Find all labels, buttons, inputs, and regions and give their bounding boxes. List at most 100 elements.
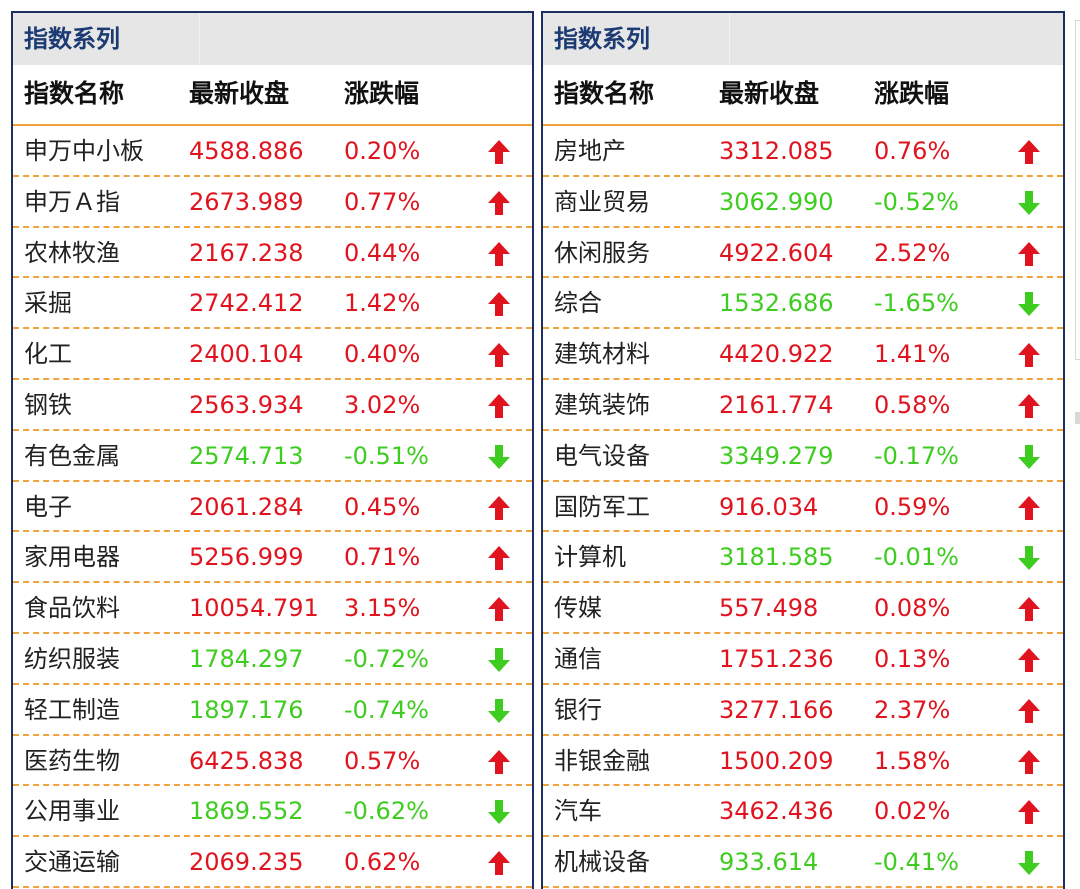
arrow-up-icon <box>487 596 511 622</box>
index-panel-right: 指数系列 指数名称 最新收盘 涨跌幅 房地产 3312.085 0.76% 商业贸易 3… <box>541 11 1065 889</box>
index-name: 申万Ａ指 <box>24 187 120 216</box>
table-row[interactable]: 食品饮料 10054.791 3.15% <box>13 583 532 634</box>
latest-close: 1751.236 <box>719 644 834 673</box>
table-row[interactable]: 电气设备 3349.279 -0.17% <box>543 431 1063 482</box>
latest-close: 3181.585 <box>719 543 834 572</box>
change-pct: 0.08% <box>874 594 951 623</box>
latest-close: 3277.166 <box>719 695 834 724</box>
index-name: 商业贸易 <box>554 187 650 216</box>
table-row[interactable]: 轻工制造 1897.176 -0.74% <box>13 685 532 736</box>
table-row[interactable]: 汽车 3462.436 0.02% <box>543 786 1063 838</box>
table-row[interactable]: 公用事业 1869.552 -0.62% <box>13 786 532 838</box>
index-name: 有色金属 <box>24 441 120 470</box>
header-change-pct: 涨跌幅 <box>344 79 420 108</box>
table-row[interactable]: 银行 3277.166 2.37% <box>543 685 1063 736</box>
change-pct: 0.58% <box>874 390 951 419</box>
index-name: 建筑材料 <box>554 340 650 369</box>
index-name: 休闲服务 <box>554 238 650 267</box>
change-pct: 3.15% <box>344 594 421 623</box>
index-name: 房地产 <box>554 137 626 165</box>
table-row[interactable]: 机械设备 933.614 -0.41% <box>543 837 1063 888</box>
table-row[interactable]: 商业贸易 3062.990 -0.52% <box>543 177 1063 228</box>
change-pct: -0.01% <box>874 543 959 572</box>
arrow-up-icon <box>1017 241 1041 267</box>
table-row[interactable]: 计算机 3181.585 -0.01% <box>543 532 1063 584</box>
change-pct: 3.02% <box>344 390 421 419</box>
change-pct: 0.45% <box>344 492 421 521</box>
arrow-down-icon <box>1017 850 1041 876</box>
panel-title-bar: 指数系列 <box>543 13 1063 65</box>
panel-title-bar: 指数系列 <box>13 13 532 65</box>
table-row[interactable]: 通信 1751.236 0.13% <box>543 634 1063 685</box>
change-pct: -0.62% <box>344 797 429 826</box>
table-row[interactable]: 房地产 3312.085 0.76% <box>543 126 1063 177</box>
latest-close: 557.498 <box>719 594 819 623</box>
header-change-pct: 涨跌幅 <box>874 79 950 108</box>
change-pct: -0.41% <box>874 848 959 877</box>
change-pct: 0.62% <box>344 848 421 877</box>
table-row[interactable]: 国防军工 916.034 0.59% <box>543 482 1063 533</box>
table-row[interactable]: 有色金属 2574.713 -0.51% <box>13 431 532 482</box>
index-panel-left: 指数系列 指数名称 最新收盘 涨跌幅 申万中小板 4588.886 0.20% 申万Ａ… <box>11 11 534 889</box>
latest-close: 2742.412 <box>189 289 304 318</box>
table-row[interactable]: 采掘 2742.412 1.42% <box>13 278 532 330</box>
index-name: 食品饮料 <box>24 594 120 623</box>
index-name: 化工 <box>24 340 72 369</box>
change-pct: 0.40% <box>344 340 421 369</box>
index-name: 机械设备 <box>554 848 650 877</box>
arrow-down-icon <box>487 444 511 470</box>
table-row[interactable]: 农林牧渔 2167.238 0.44% <box>13 228 532 279</box>
change-pct: -1.65% <box>874 289 959 318</box>
latest-close: 1784.297 <box>189 644 304 673</box>
table-row[interactable]: 综合 1532.686 -1.65% <box>543 278 1063 330</box>
table-row[interactable]: 化工 2400.104 0.40% <box>13 329 532 380</box>
arrow-up-icon <box>487 749 511 775</box>
index-name: 农林牧渔 <box>24 238 120 267</box>
index-name: 计算机 <box>554 543 626 572</box>
table-row[interactable]: 申万Ａ指 2673.989 0.77% <box>13 177 532 228</box>
index-name: 国防军工 <box>554 492 650 521</box>
arrow-up-icon <box>1017 393 1041 419</box>
table-row[interactable]: 非银金融 1500.209 1.58% <box>543 736 1063 787</box>
table-row[interactable]: 纺织服装 1784.297 -0.72% <box>13 634 532 685</box>
latest-close: 4588.886 <box>189 137 304 165</box>
latest-close: 2563.934 <box>189 390 304 419</box>
change-pct: -0.51% <box>344 441 429 470</box>
arrow-down-icon <box>1017 545 1041 571</box>
latest-close: 1897.176 <box>189 695 304 724</box>
change-pct: 1.42% <box>344 289 421 318</box>
panel-title: 指数系列 <box>24 25 120 53</box>
change-pct: 0.77% <box>344 187 421 216</box>
latest-close: 3312.085 <box>719 137 834 165</box>
latest-close: 1869.552 <box>189 797 304 826</box>
index-name: 钢铁 <box>24 390 72 419</box>
index-name: 建筑装饰 <box>554 390 650 419</box>
table-row[interactable]: 建筑材料 4420.922 1.41% <box>543 329 1063 380</box>
change-pct: 1.41% <box>874 340 951 369</box>
latest-close: 3462.436 <box>719 797 834 826</box>
table-row[interactable]: 电子 2061.284 0.45% <box>13 482 532 533</box>
table-header: 指数名称 最新收盘 涨跌幅 <box>13 65 532 126</box>
latest-close: 3062.990 <box>719 187 834 216</box>
adjacent-panel-mark <box>1075 412 1080 424</box>
table-row[interactable]: 家用电器 5256.999 0.71% <box>13 532 532 584</box>
change-pct: -0.52% <box>874 187 959 216</box>
latest-close: 10054.791 <box>189 594 319 623</box>
table-row[interactable]: 钢铁 2563.934 3.02% <box>13 380 532 431</box>
index-name: 非银金融 <box>554 746 650 775</box>
change-pct: 2.52% <box>874 238 951 267</box>
arrow-up-icon <box>1017 596 1041 622</box>
table-row[interactable]: 传媒 557.498 0.08% <box>543 583 1063 634</box>
change-pct: -0.74% <box>344 695 429 724</box>
adjacent-panel-edge <box>1075 20 1080 360</box>
arrow-up-icon <box>487 850 511 876</box>
arrow-up-icon <box>487 139 511 165</box>
panel-title: 指数系列 <box>554 25 650 53</box>
table-row[interactable]: 建筑装饰 2161.774 0.58% <box>543 380 1063 431</box>
table-row[interactable]: 申万中小板 4588.886 0.20% <box>13 126 532 177</box>
index-name: 采掘 <box>24 289 72 318</box>
latest-close: 4922.604 <box>719 238 834 267</box>
table-row[interactable]: 交通运输 2069.235 0.62% <box>13 837 532 888</box>
table-row[interactable]: 医药生物 6425.838 0.57% <box>13 736 532 787</box>
table-row[interactable]: 休闲服务 4922.604 2.52% <box>543 228 1063 279</box>
